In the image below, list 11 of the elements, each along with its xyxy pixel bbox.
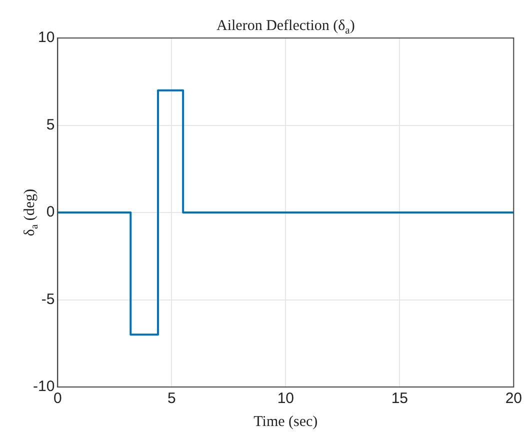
y-tick-label: -10 <box>32 378 55 396</box>
x-axis-title: Time (sec) <box>254 414 318 430</box>
x-tick-label: 5 <box>168 390 176 408</box>
x-tick-label: 10 <box>277 390 294 408</box>
y-tick-label: 5 <box>46 116 55 134</box>
y-tick-label: 10 <box>38 29 55 46</box>
y-tick-label: -5 <box>41 290 55 308</box>
x-tick-label: 15 <box>391 390 408 408</box>
x-tick-label: 20 <box>505 390 522 408</box>
y-tick-label: 0 <box>46 204 55 221</box>
y-axis-title: δa (deg) <box>22 188 40 236</box>
